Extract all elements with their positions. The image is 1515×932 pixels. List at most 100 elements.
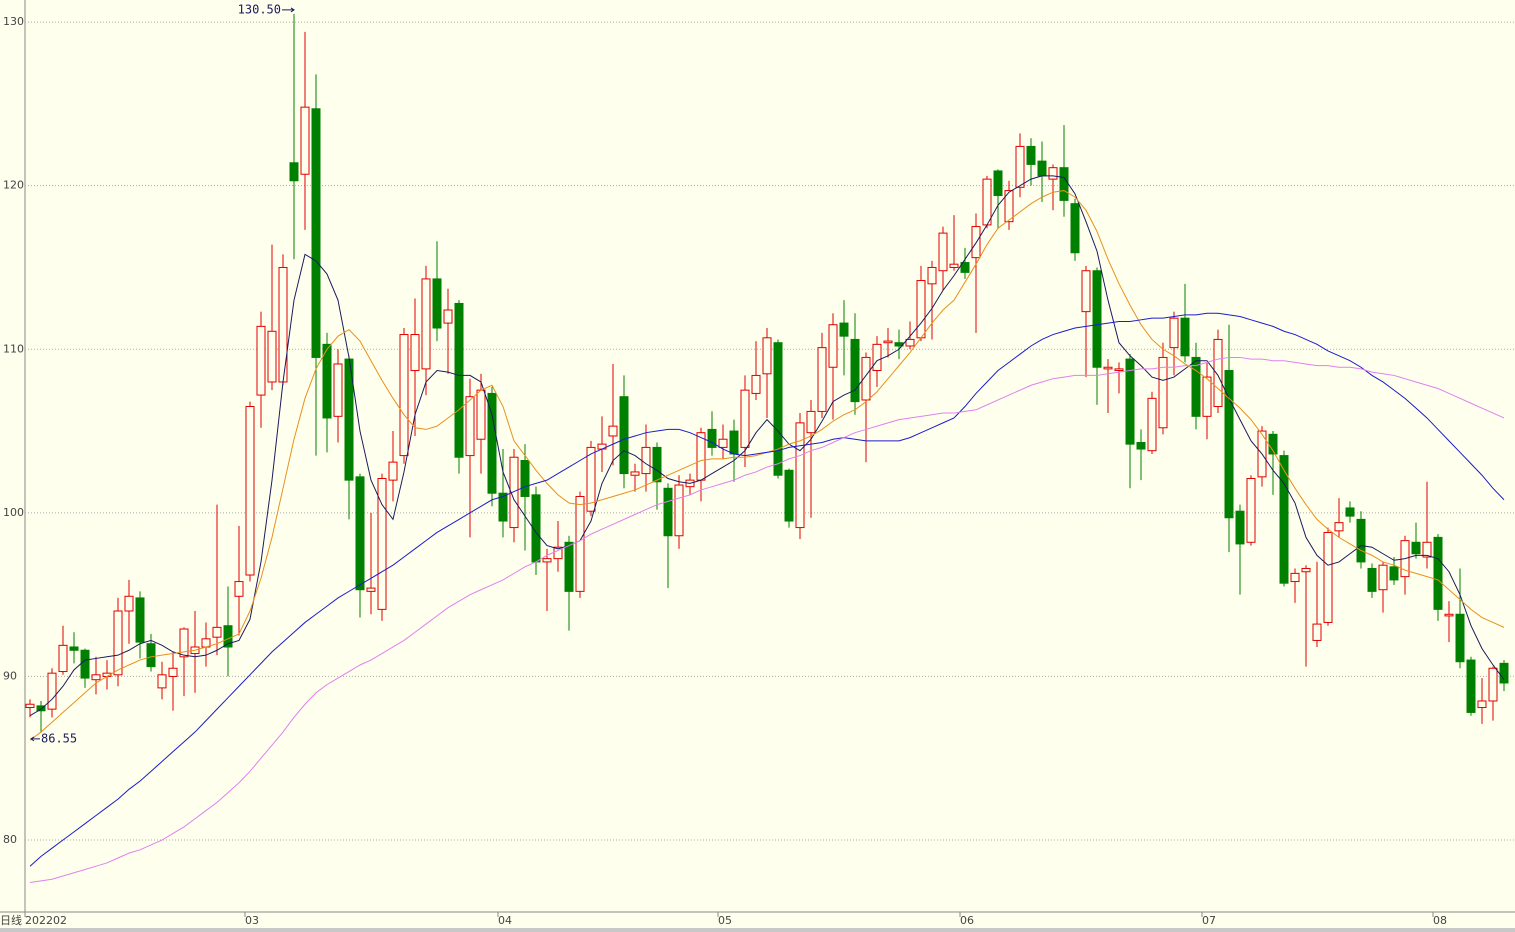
candle-body bbox=[828, 324, 838, 368]
candle-body bbox=[575, 495, 585, 592]
candle-body bbox=[817, 347, 827, 412]
candle-body bbox=[619, 396, 629, 475]
candle-body bbox=[245, 406, 255, 576]
candle-body bbox=[872, 343, 882, 372]
candle-body bbox=[916, 280, 926, 339]
candle-body bbox=[454, 302, 464, 458]
candle-body bbox=[1004, 190, 1014, 223]
candle-body bbox=[267, 330, 277, 383]
candle-body bbox=[69, 646, 79, 651]
candle-body bbox=[1037, 160, 1047, 177]
candle-body bbox=[1015, 145, 1025, 188]
candle-body bbox=[762, 337, 772, 375]
x-tick-label: 06 bbox=[960, 914, 974, 927]
candle-body bbox=[861, 356, 871, 401]
candle-body bbox=[729, 430, 739, 455]
candle-body bbox=[1466, 659, 1476, 713]
candle-body bbox=[1477, 700, 1487, 709]
candle-body bbox=[1433, 536, 1443, 610]
candle-body bbox=[124, 595, 134, 612]
candle-body bbox=[289, 162, 299, 182]
annotation-arrow bbox=[30, 736, 40, 742]
candle-body bbox=[157, 674, 167, 689]
candle-body bbox=[1224, 370, 1234, 519]
candle-body bbox=[322, 343, 332, 419]
candle-body bbox=[586, 446, 596, 512]
candle-body bbox=[47, 672, 57, 710]
period-label: 日线 bbox=[0, 913, 22, 927]
candle-body bbox=[1081, 270, 1091, 313]
candle-body bbox=[300, 106, 310, 175]
candle-body bbox=[806, 410, 816, 434]
candle-body bbox=[1202, 376, 1212, 417]
candle-body bbox=[355, 476, 365, 591]
x-tick-label: 03 bbox=[245, 914, 259, 927]
annotation-arrow bbox=[282, 7, 295, 13]
annotation: 86.55 bbox=[41, 731, 77, 745]
candle-body bbox=[520, 459, 530, 497]
candle-body bbox=[487, 392, 497, 494]
candle-body bbox=[25, 703, 35, 709]
candle-body bbox=[366, 587, 376, 592]
candle-body bbox=[1378, 564, 1388, 591]
candle-body bbox=[212, 626, 222, 638]
annotation: 130.50 bbox=[238, 2, 281, 16]
candle-body bbox=[960, 262, 970, 273]
candle-body bbox=[113, 610, 123, 676]
candle-body bbox=[1169, 317, 1179, 349]
candle-body bbox=[1488, 667, 1498, 702]
candle-body bbox=[641, 446, 651, 475]
candle-body bbox=[1125, 358, 1135, 445]
candle-body bbox=[80, 649, 90, 679]
y-tick-label: 120 bbox=[3, 179, 24, 192]
candle-body bbox=[839, 322, 849, 337]
candle-body bbox=[1356, 518, 1366, 563]
candle-body bbox=[311, 108, 321, 358]
candle-body bbox=[421, 278, 431, 370]
candle-body bbox=[443, 309, 453, 324]
candle-body bbox=[377, 477, 387, 610]
candle-body bbox=[1114, 368, 1124, 372]
candle-body bbox=[938, 232, 948, 272]
candle-body bbox=[1345, 507, 1355, 517]
candle-body bbox=[1444, 613, 1454, 617]
candle-body bbox=[465, 396, 475, 457]
candle-body bbox=[740, 389, 750, 448]
candle-body bbox=[146, 643, 156, 668]
candle-body bbox=[1411, 541, 1421, 555]
candle-body bbox=[333, 363, 343, 417]
candle-body bbox=[432, 278, 442, 329]
candle-body bbox=[168, 667, 178, 677]
candle-body bbox=[542, 558, 552, 563]
y-tick-label: 130 bbox=[3, 15, 24, 28]
y-tick-label: 90 bbox=[3, 669, 17, 682]
candle-body bbox=[1367, 567, 1377, 592]
moving-average-line bbox=[29, 356, 1505, 884]
candle-body bbox=[1422, 541, 1432, 558]
x-tick-label: 05 bbox=[718, 914, 732, 927]
candle-body bbox=[1334, 522, 1344, 532]
candle-body bbox=[1092, 270, 1102, 368]
candle-body bbox=[905, 338, 915, 347]
candle-body bbox=[399, 334, 409, 457]
candle-body bbox=[388, 461, 398, 481]
candle-body bbox=[630, 471, 640, 476]
candle-body bbox=[410, 334, 420, 372]
candle-body bbox=[850, 338, 860, 403]
candle-body bbox=[1246, 477, 1256, 543]
candle-body bbox=[1191, 356, 1201, 417]
candle-body bbox=[1136, 442, 1146, 450]
candle-body bbox=[1048, 167, 1058, 180]
candle-body bbox=[1213, 338, 1223, 408]
candle-body bbox=[1312, 623, 1322, 641]
candle-body bbox=[1499, 662, 1509, 684]
candle-body bbox=[58, 644, 68, 673]
candle-body bbox=[1070, 203, 1080, 254]
candle-body bbox=[1026, 145, 1036, 165]
candle-body bbox=[674, 484, 684, 537]
x-tick-label: 04 bbox=[498, 914, 512, 927]
candle-body bbox=[476, 389, 486, 440]
candle-body bbox=[1301, 567, 1311, 573]
candle-body bbox=[1180, 317, 1190, 357]
candle-body bbox=[784, 469, 794, 522]
